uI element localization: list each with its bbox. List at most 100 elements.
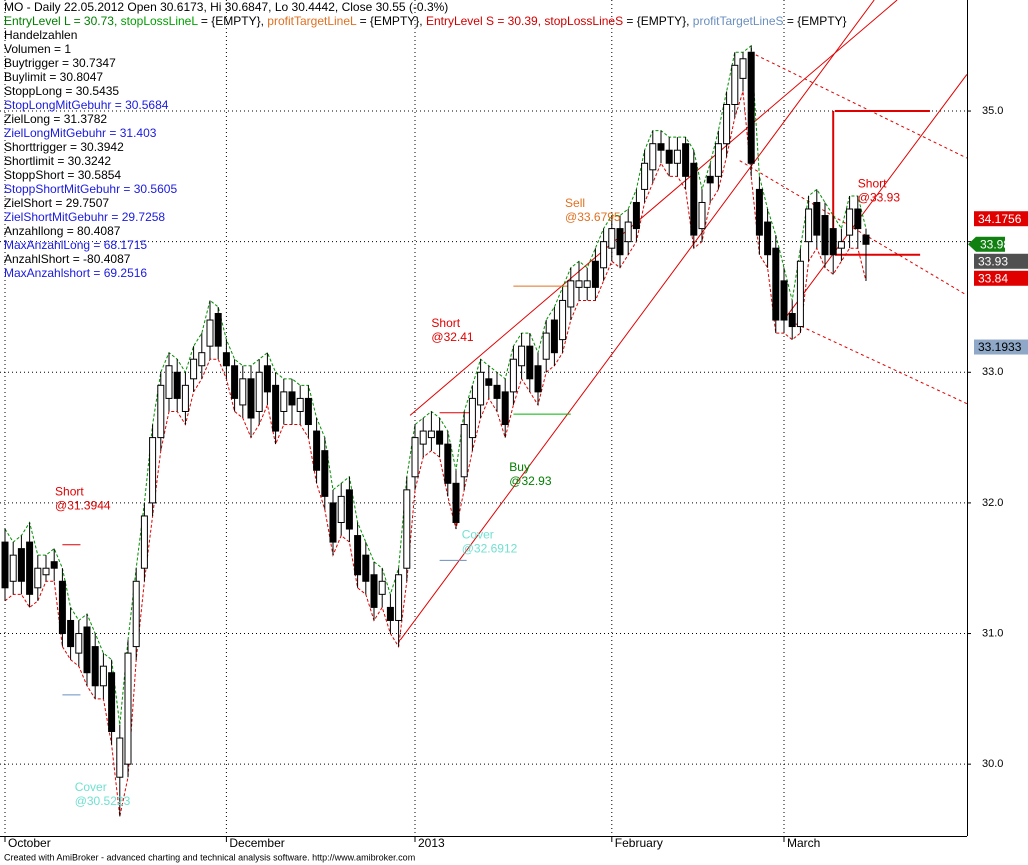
info-line: StopLongMitGebuhr = 30.5684 (4, 98, 169, 112)
info-line: Shortlimit = 30.3242 (4, 154, 111, 168)
y-tick-label: 33.0 (982, 366, 1003, 378)
annotation: @31.3944 (55, 499, 111, 513)
candle-body (632, 201, 640, 230)
legend-segment: = {EMPTY}, (198, 14, 268, 28)
candle-body (649, 143, 657, 171)
candle-body (542, 332, 550, 360)
candle-body (354, 535, 362, 576)
candle-body (837, 241, 845, 249)
y-tick-label: 32.0 (982, 497, 1003, 509)
candle-body (706, 175, 714, 184)
candle-body (108, 672, 116, 732)
high-envelope (4, 44, 867, 726)
x-tick-label: March (787, 836, 820, 850)
candle-body (345, 489, 353, 530)
candle-body (526, 345, 534, 380)
candle-body (419, 430, 427, 445)
candle-body (116, 737, 124, 778)
plot-area: Short@31.3944Cover@30.5223Short@32.41Cov… (0, 0, 967, 836)
info-line: Buylimit = 30.8047 (4, 70, 103, 84)
candle-body (509, 358, 517, 393)
legend-segment: EntryLevel S = 30.39, (426, 14, 544, 28)
info-line: Anzahllong = 80.4087 (4, 224, 121, 238)
legend-segment: = {EMPTY}, (356, 14, 426, 28)
candle-body (460, 424, 468, 478)
price-tag-label: 33.93 (978, 254, 1008, 268)
candle-body (788, 313, 796, 328)
annotation: Short (431, 316, 460, 330)
chart-header: MO - Daily 22.05.2012 Open 30.6173, Hi 3… (4, 0, 448, 14)
trend-line (784, 74, 967, 320)
annotation: Short (858, 176, 887, 190)
y-tick-label: 31.0 (982, 627, 1003, 639)
footer: Created with AmiBroker - advanced charti… (4, 852, 415, 862)
candle-body (34, 567, 42, 589)
low-envelope (4, 91, 867, 817)
info-line: MaxAnzahlLong = 68.1715 (4, 238, 147, 252)
candle-body (157, 384, 165, 439)
info-line: Buytrigger = 30.7347 (4, 56, 116, 70)
annotation: @33.93 (858, 190, 901, 204)
annotation: @32.93 (509, 474, 552, 488)
candle-body (616, 228, 624, 256)
candle-body (755, 188, 763, 236)
candle-body (673, 149, 681, 164)
legend-segment: stopLossLineS (544, 14, 623, 28)
candle-body (690, 162, 698, 236)
info-line: ZielShort = 29.7507 (4, 196, 109, 210)
candle-body (321, 450, 329, 497)
candle-body (805, 208, 813, 243)
info-line: Shorttrigger = 30.3942 (4, 140, 124, 154)
trend-line (739, 160, 967, 296)
x-tick-label: October (8, 836, 51, 850)
candle-body (75, 633, 83, 654)
candle-body (280, 391, 288, 412)
candle-body (698, 201, 706, 230)
candle-body (452, 482, 460, 523)
price-tag-label: 33.98 (980, 237, 1010, 251)
annotation: @30.5223 (75, 794, 131, 808)
candle-body (403, 489, 411, 569)
annotation: Buy (509, 460, 530, 474)
candle-body (329, 502, 337, 543)
candle-body (42, 567, 50, 576)
candle-body (67, 619, 75, 648)
legend-segment: = {EMPTY} (784, 14, 847, 28)
candle-body (231, 365, 239, 399)
price-tag (974, 253, 1028, 269)
candle-body (600, 241, 608, 269)
info-line: Handelzahlen (4, 28, 77, 42)
candle-body (1, 541, 9, 589)
info-line: ZielShortMitGebuhr = 29.7258 (4, 210, 165, 224)
candle-body (206, 319, 214, 347)
info-line: MaxAnzahlshort = 69.2516 (4, 266, 147, 280)
candle-body (411, 437, 419, 478)
candle-body (821, 215, 829, 256)
candle-body (862, 234, 870, 245)
candle-body (173, 371, 181, 399)
candle-body (485, 378, 493, 386)
candle-body (198, 352, 206, 367)
candle-body (58, 580, 66, 635)
annotation: Cover (75, 780, 107, 794)
candle-body (444, 443, 452, 484)
info-line: Volumen = 1 (4, 42, 71, 56)
candle-body (682, 143, 690, 177)
price-tag (974, 211, 1028, 227)
y-tick-label: 30.0 (982, 758, 1003, 770)
candle-body (534, 365, 542, 393)
candle-body (247, 378, 255, 419)
annotation: Sell (565, 196, 585, 210)
legend-segment: stopLossLineL (121, 14, 199, 28)
annotation: Cover (462, 528, 494, 542)
candle-body (124, 652, 132, 765)
candle-body (764, 221, 772, 256)
candle-body (493, 384, 501, 399)
candle-body (181, 384, 189, 412)
candle-body (313, 430, 321, 471)
info-line: ZielLongMitGebuhr = 31.403 (4, 126, 157, 140)
candle-body (99, 665, 107, 687)
price-tag (976, 236, 1005, 252)
candle-body (641, 162, 649, 190)
